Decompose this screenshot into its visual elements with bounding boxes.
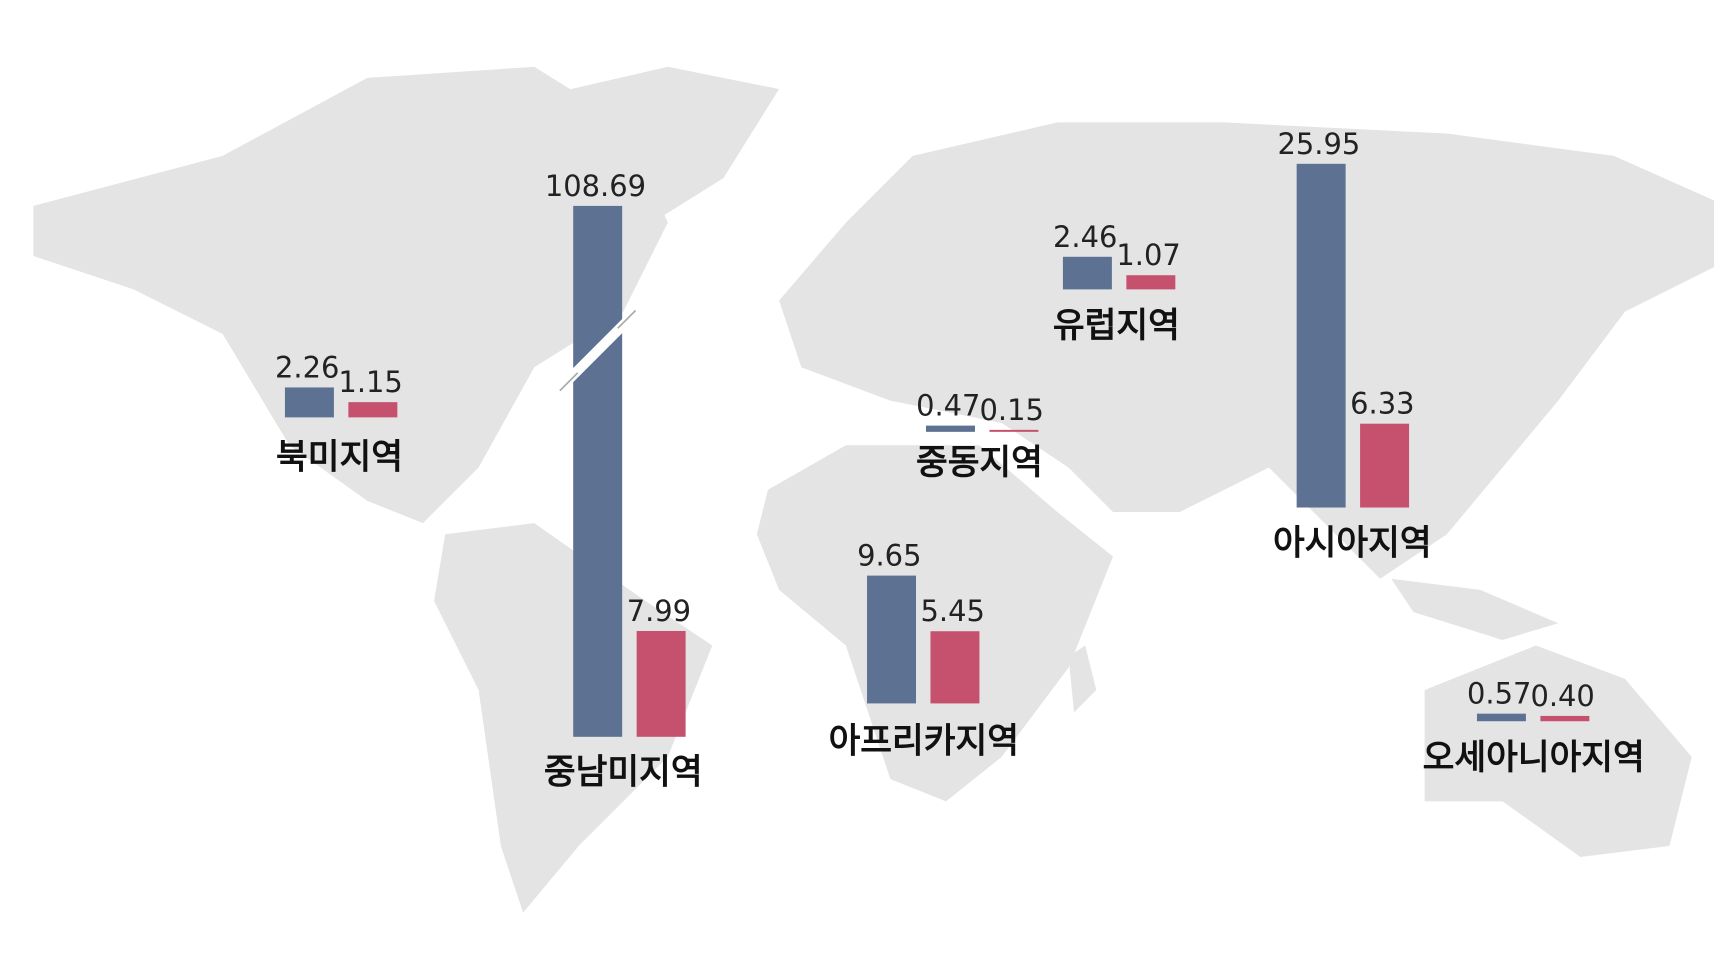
bar (926, 425, 975, 432)
axis-break (560, 313, 635, 388)
bar (989, 429, 1039, 432)
axis-break (559, 372, 579, 392)
value-label: 0.47 (916, 389, 980, 423)
value-label: 108.69 (545, 169, 646, 203)
axis-break (617, 309, 637, 329)
value-label: 9.65 (857, 539, 921, 573)
bar (636, 630, 686, 737)
bar (930, 631, 980, 704)
region-label: 유럽지역 (1053, 306, 1180, 346)
value-label: 1.15 (338, 365, 402, 399)
bar (1126, 275, 1176, 290)
value-label: 6.33 (1350, 387, 1414, 421)
value-label: 0.15 (980, 393, 1044, 427)
bar (1540, 715, 1590, 722)
region-label: 북미지역 (276, 438, 403, 478)
value-label: 25.95 (1277, 127, 1360, 161)
value-label: 7.99 (627, 594, 691, 628)
map-chart: 북미지역 2.26 1.15 중남미지역 108.69 7.99 아프리카지역 9.655.4… (33, 66, 1715, 913)
value-label: 5.45 (921, 594, 985, 628)
bar (1296, 163, 1346, 508)
region-label: 아시아지역 (1273, 523, 1432, 563)
bar (867, 575, 916, 704)
bar (1476, 713, 1526, 722)
bar (573, 205, 623, 737)
bar (1360, 423, 1410, 508)
value-label: 0.40 (1530, 679, 1594, 713)
region-label: 중남미지역 (544, 753, 703, 793)
bar (348, 402, 398, 418)
region-label: 중동지역 (916, 443, 1043, 483)
bar (1062, 256, 1112, 290)
value-label: 2.46 (1053, 220, 1117, 254)
value-label: 1.07 (1116, 238, 1180, 272)
world-map (33, 66, 1715, 913)
value-label: 2.26 (275, 350, 339, 384)
value-label: 0.57 (1467, 677, 1531, 711)
region-label: 오세아니아지역 (1423, 738, 1645, 778)
bar (284, 387, 334, 418)
region-label: 아프리카지역 (829, 721, 1019, 761)
